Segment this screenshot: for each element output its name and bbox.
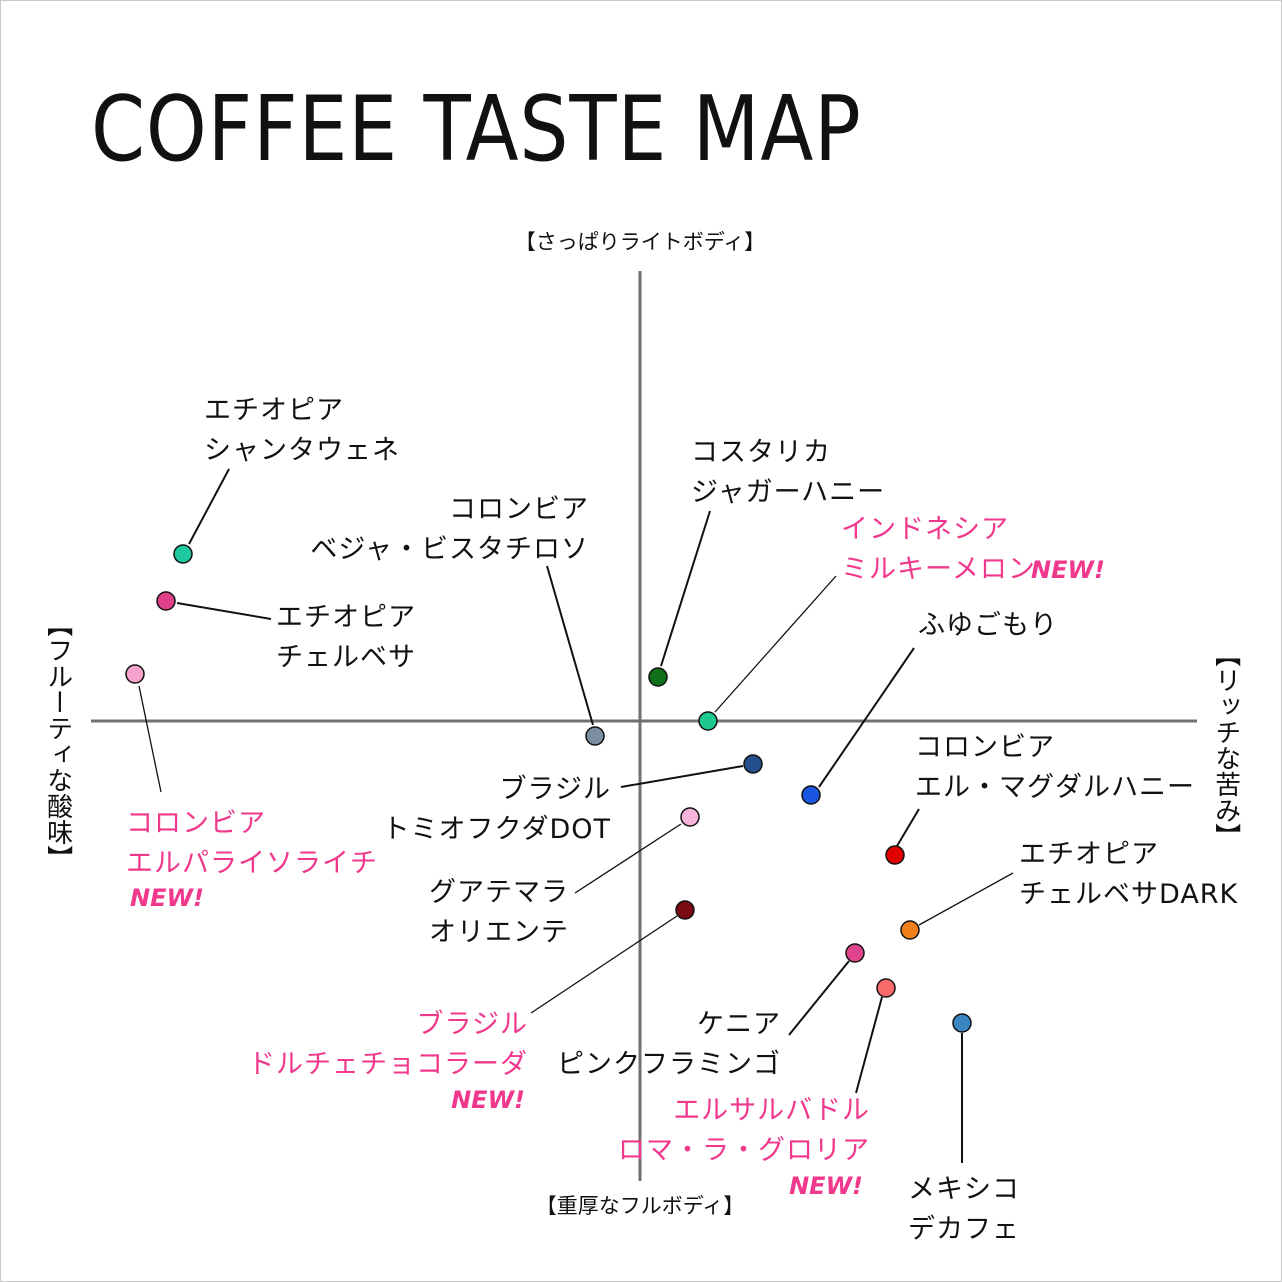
coffee-marker [675,900,695,920]
coffee-marker [900,920,920,940]
coffee-name: チェルベサ [276,642,416,673]
coffee-name: ベジャ・ビスタチロソ [310,534,589,565]
coffee-name: ピンクフラミンゴ [557,1049,781,1080]
coffee-marker [698,711,718,731]
new-badge: NEW! [130,884,204,912]
new-badge: NEW! [789,1172,863,1200]
coffee-marker [585,726,605,746]
coffee-name: コロンビア [126,808,266,839]
coffee-name: インドネシア [841,514,1009,545]
leader-line [714,575,837,713]
coffee-marker [845,943,865,963]
leader-line [918,872,1014,926]
coffee-name: エル・マグダルハニー [915,772,1195,803]
coffee-name: ブラジル [417,1009,528,1040]
coffee-item: ふゆごもり [801,610,1058,805]
coffee-name: グアテマラ [429,877,569,908]
leader-line [788,960,850,1036]
leader-line [855,996,883,1094]
coffee-name: ケニア [697,1009,781,1040]
coffee-name: デカフェ [908,1214,1020,1245]
coffee-marker [680,807,700,827]
coffee-name: メキシコ [908,1174,1020,1205]
coffee-name: エチオピア [1019,839,1159,870]
coffee-name: チェルベサDARK [1019,879,1239,910]
coffee-name: コロンビア [449,494,589,525]
coffee-name: ミルキーメロン [841,554,1036,585]
leader-line [188,468,230,545]
leader-line [574,823,682,894]
coffee-name: エチオピア [276,602,416,633]
coffee-marker [885,845,905,865]
coffee-name: トミオフクダDOT [383,814,611,845]
leader-line [620,765,744,788]
coffee-marker [156,591,176,611]
leader-line [176,602,272,620]
coffee-name: エチオピア [204,395,344,426]
leader-line [530,915,678,1014]
leader-line [546,565,594,726]
coffee-name: シャンタウェネ [204,435,400,466]
leader-line [660,510,711,667]
axis-top-label: 【さっぱりライトボディ】 [515,230,766,254]
coffee-items: エチオピアシャンタウェネエチオピアチェルベサコロンビアエルパライソライチNEW!… [125,395,1239,1245]
coffee-name: ジャガーハニー [691,477,885,508]
coffee-name: ドルチェチョコラーダ [248,1049,528,1080]
coffee-marker [743,754,763,774]
leader-line [818,647,915,788]
axis-left-label: 【フルーティな酸味】 [42,611,73,871]
coffee-name: コロンビア [915,732,1055,763]
page-title: COFFEE TASTE MAP [91,77,862,182]
leader-line [138,685,162,793]
axis-bottom-label: 【重厚なフルボディ】 [536,1194,745,1218]
coffee-name: オリエンテ [429,917,569,948]
coffee-marker [173,544,193,564]
coffee-name: ふゆごもり [918,610,1058,641]
coffee-marker [648,667,668,687]
coffee-name: エルサルバドル [673,1095,870,1126]
coffee-marker [801,785,821,805]
coffee-marker [952,1013,972,1033]
leader-line [896,808,920,847]
coffee-name: コスタリカ [691,437,831,468]
coffee-name: エルパライソライチ [126,848,378,879]
coffee-name: ブラジル [500,774,611,805]
axis-right-label: 【リッチな苦み】 [1210,641,1241,849]
coffee-name: ロマ・ラ・グロリア [618,1135,870,1166]
coffee-marker [125,664,145,684]
new-badge: NEW! [451,1086,525,1114]
new-badge: NEW! [1031,556,1105,584]
coffee-marker [876,978,896,998]
